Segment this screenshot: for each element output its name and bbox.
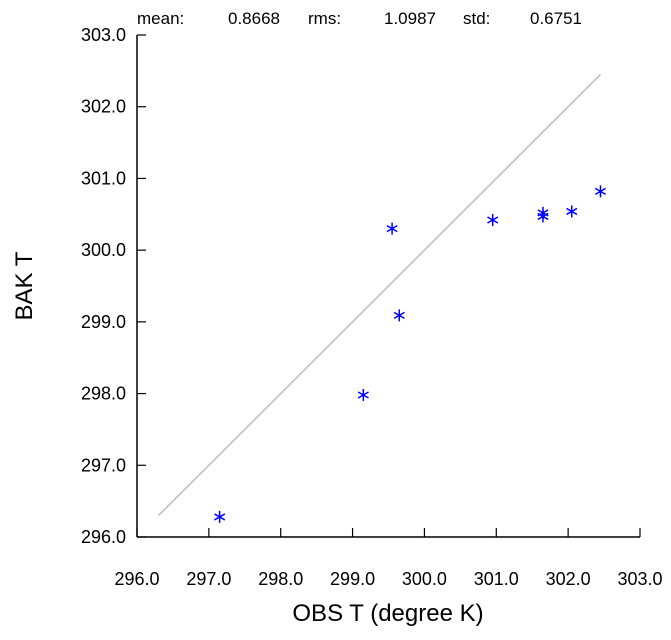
reference-line-group [157,73,602,517]
y-tick-label: 302.0 [81,97,126,117]
x-axis-title: OBS T (degree K) [292,600,483,627]
rms-label: rms: [308,9,341,28]
x-tick-label: 299.0 [330,569,375,589]
y-tick-label: 300.0 [81,240,126,260]
std-label: std: [463,9,490,28]
x-tick-label: 301.0 [474,569,519,589]
y-tick-label: 301.0 [81,168,126,188]
y-tick-label: 296.0 [81,527,126,547]
data-point-marker [393,309,405,322]
x-tick-label: 303.0 [617,569,662,589]
data-points [214,185,607,523]
data-point-marker [214,510,226,523]
data-point-marker [386,222,398,235]
data-point-marker [537,206,549,219]
y-tick-label: 297.0 [81,455,126,475]
y-tick-label: 303.0 [81,25,126,45]
x-axis-ticks: 296.0 297.0 298.0 299.0 300.0 301.0 302.0 303.0 [114,528,663,589]
std-value: 0.6751 [530,9,582,28]
data-point-marker [566,205,578,218]
one-to-one-reference-line [157,73,602,517]
x-tick-label: 296.0 [114,569,159,589]
mean-value: 0.8668 [228,9,280,28]
stats-header: mean: 0.8668 rms: 1.0987 std: 0.6751 [137,9,582,28]
x-tick-label: 297.0 [186,569,231,589]
mean-label: mean: [137,9,184,28]
x-tick-label: 300.0 [402,569,447,589]
y-tick-label: 298.0 [81,384,126,404]
y-axis-title: BAK T [11,251,38,320]
data-point-marker [594,185,607,198]
rms-value: 1.0987 [384,9,436,28]
data-point-marker [487,214,499,227]
y-axis-ticks: 296.0 297.0 298.0 299.0 300.0 301.0 302.0 303.0 [81,25,146,547]
x-tick-label: 298.0 [258,569,303,589]
data-point-marker [357,389,369,402]
y-tick-label: 299.0 [81,312,126,332]
x-tick-label: 302.0 [546,569,591,589]
